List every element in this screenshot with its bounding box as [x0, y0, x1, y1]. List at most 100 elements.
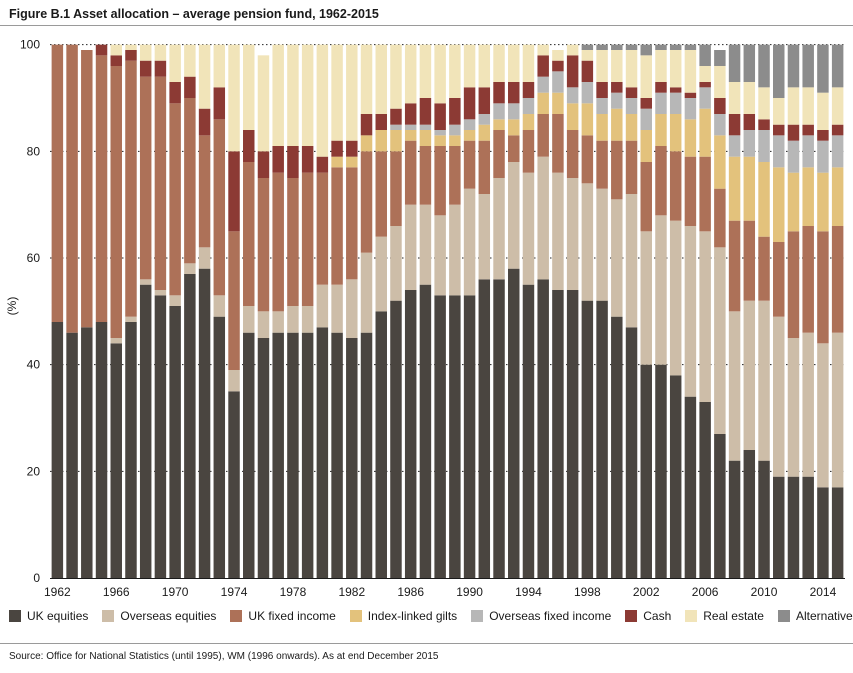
bar-segment [684, 119, 697, 157]
legend-item: Alternatives [777, 609, 853, 623]
legend-label: Overseas fixed income [489, 609, 612, 623]
bar-segment [95, 55, 108, 322]
legend-item: Real estate [685, 609, 764, 623]
bar-segment [625, 98, 638, 114]
bar-segment [699, 44, 711, 66]
bar-segment [434, 146, 446, 216]
bar-segment [198, 44, 211, 109]
bar-segment [684, 44, 697, 50]
bar-segment [669, 87, 682, 93]
legend-label: Cash [643, 609, 672, 623]
bar-segment [625, 140, 638, 194]
bar-segment [346, 338, 358, 578]
bar-segment [831, 135, 844, 168]
bar-segment [714, 114, 726, 136]
bar-segment [831, 226, 844, 333]
bar-segment [537, 156, 549, 280]
stacked-bar-chart: 0 20 40 60 80 100 (%) 1962 1966 1970 1974 1978 1982 1… [5, 38, 845, 599]
bar-segment [331, 44, 343, 141]
bar-segment [154, 44, 167, 61]
bar-segment [257, 151, 270, 178]
bar-segment [611, 82, 623, 93]
bar-segment [625, 44, 638, 50]
bar-segment [522, 44, 535, 82]
x-tick-label: 1962 [44, 585, 71, 599]
bar-segment [728, 135, 741, 157]
bar-segment [625, 87, 638, 98]
bar-segment [773, 135, 785, 168]
bar-segment [699, 402, 711, 578]
bar-segment [758, 130, 770, 162]
bar-segment [787, 476, 800, 578]
bar-segment [508, 162, 520, 269]
bar-segment [463, 119, 476, 130]
bar-segment [463, 44, 476, 88]
y-tick-label: 40 [27, 358, 41, 372]
bar-segment [596, 50, 608, 82]
bar-segment [522, 98, 535, 114]
bar-segment [478, 87, 491, 114]
bar-segment [552, 172, 564, 290]
bar-segment [669, 44, 682, 50]
bar-segment [139, 284, 152, 578]
bar-segment [243, 332, 255, 578]
chart-legend: UK equities Overseas equities UK fixed inc… [9, 609, 853, 623]
bar-segment [228, 391, 240, 578]
bar-segment [301, 172, 314, 306]
bar-segment [228, 370, 240, 392]
bar-segment [787, 338, 800, 477]
bar-segment [508, 82, 520, 104]
bar-segment [360, 135, 373, 152]
bar-segment [198, 268, 211, 578]
bar-segment [198, 135, 211, 248]
bar-segment [655, 44, 667, 50]
bar-segment [699, 66, 711, 82]
bar-segment [169, 82, 181, 104]
bar-segment [640, 98, 652, 109]
bar-segment [390, 108, 402, 125]
bar-segment [81, 327, 93, 578]
bar-segment [566, 44, 579, 56]
bar-segment [522, 114, 535, 130]
bar-segment [581, 183, 594, 301]
bar-segment [125, 60, 137, 317]
bar-segment [404, 140, 417, 205]
bar-segment [743, 82, 756, 114]
bar-segment [581, 103, 594, 136]
bar-segment [287, 44, 299, 146]
x-tick-label: 2006 [692, 585, 719, 599]
bar-segment [714, 98, 726, 114]
x-tick-label: 1998 [574, 585, 601, 599]
bar-segment [596, 300, 608, 578]
bar-segment [522, 172, 535, 285]
bar-segment [684, 396, 697, 578]
bar-segment [66, 44, 78, 333]
bar-segment [655, 114, 667, 146]
bar-segment [699, 231, 711, 402]
bar-segment [537, 279, 549, 578]
bar-segment [316, 284, 329, 328]
bar-segment [684, 98, 697, 120]
bar-segment [743, 156, 756, 221]
legend-label: Index-linked gilts [367, 609, 458, 623]
bar-segment [95, 322, 108, 578]
bar-segment [802, 44, 814, 88]
bar-segment [110, 66, 122, 338]
x-tick-label: 1982 [338, 585, 365, 599]
chart-title: Figure B.1 Asset allocation – average pe… [9, 7, 379, 21]
bar-segment [478, 279, 491, 578]
bar-segment [817, 130, 829, 141]
legend-label: UK fixed income [248, 609, 336, 623]
bar-segment [346, 140, 358, 157]
bar-segment [243, 306, 255, 333]
bar-segment [419, 98, 432, 125]
bar-segment [184, 76, 196, 98]
bar-segment [728, 44, 741, 82]
bar-segment [198, 108, 211, 136]
bar-segment [552, 114, 564, 173]
legend-item: Index-linked gilts [349, 609, 458, 623]
bar-segment [95, 44, 108, 56]
bar-segment [714, 188, 726, 248]
bar-segment [714, 434, 726, 578]
bar-segment [655, 215, 667, 365]
